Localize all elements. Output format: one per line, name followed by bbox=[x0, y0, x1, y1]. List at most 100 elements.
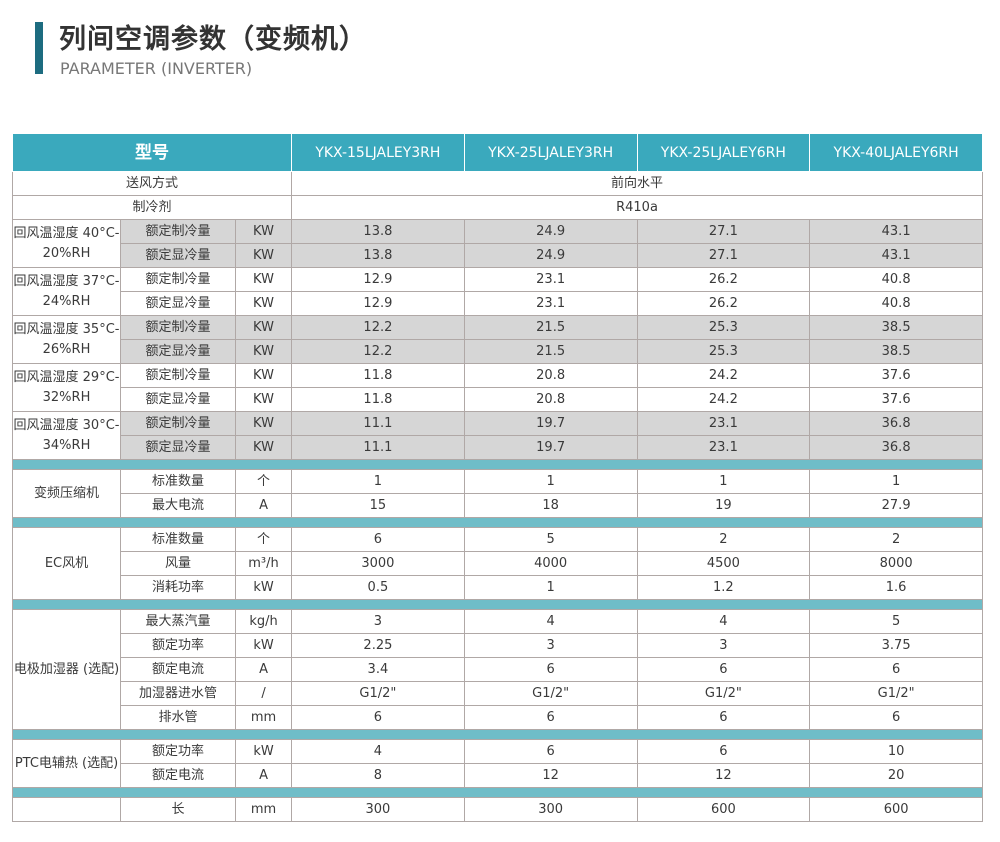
parameter-name: 额定制冷量 bbox=[120, 363, 236, 388]
parameter-value: 6 bbox=[636, 657, 811, 682]
parameter-value: 12 bbox=[463, 763, 638, 788]
parameter-value: 2 bbox=[809, 527, 983, 552]
parameter-unit: A bbox=[234, 763, 293, 788]
table-row: 加湿器进水管 / G1/2" G1/2" G1/2" G1/2" bbox=[13, 681, 983, 706]
parameter-name: 标准数量 bbox=[120, 469, 236, 494]
parameter-value: 6 bbox=[809, 705, 983, 730]
parameter-value: 23.1 bbox=[463, 267, 638, 292]
parameter-value: G1/2" bbox=[809, 681, 983, 706]
parameter-value: 4500 bbox=[636, 551, 811, 576]
parameter-unit: KW bbox=[234, 291, 293, 316]
parameter-unit: mm bbox=[234, 797, 293, 822]
table-row: 额定显冷量 KW 12.2 21.5 25.3 38.5 bbox=[13, 339, 983, 364]
parameter-unit: A bbox=[234, 493, 293, 518]
parameter-name: 消耗功率 bbox=[120, 575, 236, 600]
parameter-value: 19 bbox=[636, 493, 811, 518]
table-row: 额定显冷量 KW 11.8 20.8 24.2 37.6 bbox=[13, 387, 983, 412]
parameter-value: 19.7 bbox=[463, 435, 638, 460]
parameter-name: 额定显冷量 bbox=[120, 243, 236, 268]
parameter-value: 24.2 bbox=[636, 363, 811, 388]
table-row: PTC电辅热 (选配) 额定功率 kW 4 6 6 10 bbox=[12, 739, 983, 788]
parameter-value: 25.3 bbox=[636, 339, 811, 364]
parameter-value: 24.9 bbox=[463, 219, 638, 244]
table-row: 额定显冷量 KW 12.9 23.1 26.2 40.8 bbox=[13, 291, 983, 316]
parameter-name: 加湿器进水管 bbox=[120, 681, 236, 706]
parameter-value: 300 bbox=[291, 797, 465, 822]
table-row: 风量 m³/h 3000 4000 4500 8000 bbox=[13, 551, 983, 576]
model-name: YKX-25LJALEY6RH bbox=[636, 133, 811, 172]
row-label: 制冷剂 bbox=[11, 195, 293, 220]
parameter-value: 3 bbox=[636, 633, 811, 658]
section-divider bbox=[12, 729, 983, 740]
parameter-name: 排水管 bbox=[120, 705, 236, 730]
parameter-value: 19.7 bbox=[463, 411, 638, 436]
parameter-value: 600 bbox=[636, 797, 811, 822]
parameter-unit: KW bbox=[234, 219, 293, 244]
parameter-value: 6 bbox=[636, 705, 811, 730]
parameter-value: 1 bbox=[463, 469, 638, 494]
parameter-name: 额定功率 bbox=[120, 739, 236, 764]
parameter-name: 额定显冷量 bbox=[120, 339, 236, 364]
parameter-name: 额定制冷量 bbox=[120, 267, 236, 292]
group-label: 电极加湿器 (选配) bbox=[12, 609, 121, 730]
parameter-value: 43.1 bbox=[809, 243, 983, 268]
parameter-name: 标准数量 bbox=[120, 527, 236, 552]
parameter-value: 6 bbox=[463, 705, 638, 730]
group-label: EC风机 bbox=[12, 527, 121, 600]
parameter-value: 11.8 bbox=[291, 387, 465, 412]
parameter-value: 15 bbox=[291, 493, 465, 518]
parameter-value: 12.9 bbox=[291, 267, 465, 292]
parameter-value: 1 bbox=[809, 469, 983, 494]
parameter-unit: KW bbox=[234, 435, 293, 460]
table-row: 回风温湿度 37°C-24%RH 额定制冷量 KW 12.9 23.1 26.2 40.8 bbox=[12, 267, 983, 316]
group-label: 变频压缩机 bbox=[12, 469, 121, 518]
table-row: 变频压缩机 标准数量个 1 1 1 1 bbox=[12, 469, 983, 518]
parameter-value: 21.5 bbox=[463, 315, 638, 340]
parameter-value: 18 bbox=[463, 493, 638, 518]
parameter-value: G1/2" bbox=[291, 681, 465, 706]
table-row: 排水管 mm 6 6 6 6 bbox=[13, 705, 983, 730]
group-label: 回风温湿度 29°C-32%RH bbox=[12, 363, 121, 412]
parameter-value: 6 bbox=[291, 705, 465, 730]
parameter-value: 4000 bbox=[463, 551, 638, 576]
parameter-value: 21.5 bbox=[463, 339, 638, 364]
parameter-value: 27.1 bbox=[636, 219, 811, 244]
parameter-value: 11.1 bbox=[291, 411, 465, 436]
parameter-value: 12.2 bbox=[291, 339, 465, 364]
parameter-value: 6 bbox=[463, 739, 638, 764]
parameter-value: 6 bbox=[636, 739, 811, 764]
parameter-value: 11.8 bbox=[291, 363, 465, 388]
parameter-value: 23.1 bbox=[636, 435, 811, 460]
parameter-unit: kg/h bbox=[234, 609, 293, 634]
parameter-value: 12.2 bbox=[291, 315, 465, 340]
parameter-unit: KW bbox=[234, 267, 293, 292]
parameter-name: 额定电流 bbox=[120, 763, 236, 788]
parameter-value: 8000 bbox=[809, 551, 983, 576]
parameter-value: 26.2 bbox=[636, 291, 811, 316]
parameter-value: 1 bbox=[636, 469, 811, 494]
parameter-value: G1/2" bbox=[636, 681, 811, 706]
parameter-value: 3000 bbox=[291, 551, 465, 576]
parameter-value: 20 bbox=[809, 763, 983, 788]
parameter-name: 额定制冷量 bbox=[120, 315, 236, 340]
parameter-value: 2.25 bbox=[291, 633, 465, 658]
parameter-unit: KW bbox=[234, 411, 293, 436]
parameter-name: 额定制冷量 bbox=[120, 219, 236, 244]
parameter-value: 8 bbox=[291, 763, 465, 788]
table-row: 额定显冷量 KW 13.8 24.9 27.1 43.1 bbox=[13, 243, 983, 268]
parameter-value: 24.2 bbox=[636, 387, 811, 412]
section-divider bbox=[12, 517, 983, 528]
parameter-unit: kW bbox=[234, 575, 293, 600]
parameter-value: 12 bbox=[636, 763, 811, 788]
parameter-unit: / bbox=[234, 681, 293, 706]
parameter-value: 1 bbox=[291, 469, 465, 494]
parameter-value: 6 bbox=[463, 657, 638, 682]
parameter-unit: KW bbox=[234, 315, 293, 340]
parameter-value: 3.4 bbox=[291, 657, 465, 682]
parameter-value: 3 bbox=[291, 609, 465, 634]
table-row: 回风温湿度 40°C-20%RH 额定制冷量 KW 13.8 24.9 27.1 43.1 bbox=[12, 219, 983, 268]
parameter-value: 1 bbox=[463, 575, 638, 600]
parameter-value: 5 bbox=[809, 609, 983, 634]
table-row: 送风方式 前向水平 bbox=[11, 171, 983, 196]
parameter-value: 37.6 bbox=[809, 387, 983, 412]
